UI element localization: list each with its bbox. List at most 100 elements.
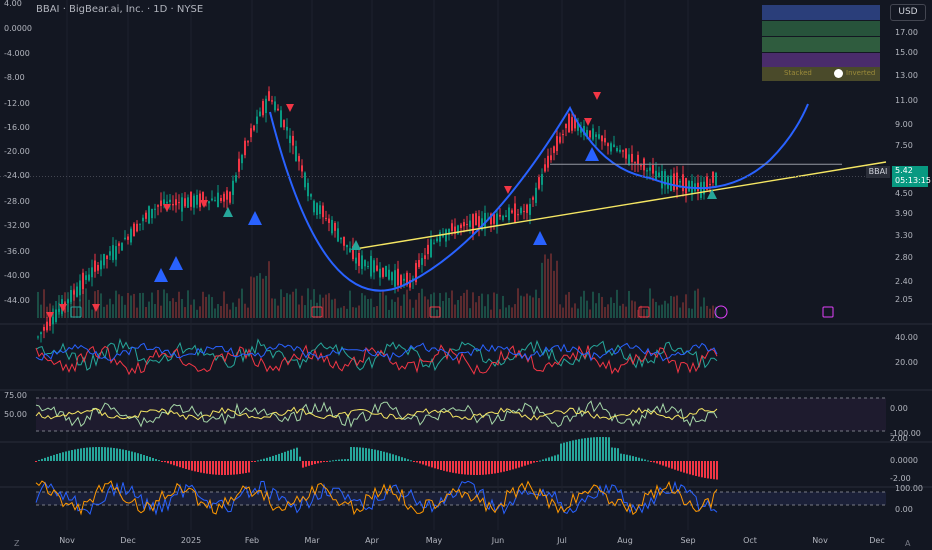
volume-bar <box>157 290 159 318</box>
sell-signal-marker <box>593 92 601 100</box>
macd-histogram-bar <box>176 461 178 467</box>
macd-histogram-bar <box>551 456 553 461</box>
candle-body <box>472 214 474 235</box>
volume-bar <box>451 290 453 318</box>
macd-histogram-bar <box>335 459 337 461</box>
volume-bar <box>514 304 516 318</box>
candle-body <box>145 212 147 219</box>
auto-scale-button[interactable]: A <box>905 539 911 548</box>
currency-button[interactable]: USD <box>890 4 926 21</box>
candle-body <box>73 290 75 295</box>
macd-histogram-bar <box>437 461 439 470</box>
volume-bar <box>91 309 93 318</box>
candle-body <box>382 267 384 277</box>
candle-body <box>442 234 444 237</box>
macd-histogram-bar <box>71 450 73 461</box>
candle-body <box>217 192 219 208</box>
macd-histogram-bar <box>542 459 544 461</box>
volume-bar <box>583 290 585 318</box>
last-price-tag: 5.42 05:13:15 <box>892 166 931 187</box>
macd-histogram-bar <box>584 438 586 461</box>
macd-histogram-bar <box>332 460 334 462</box>
macd-histogram-bar <box>197 461 199 473</box>
candle-body <box>328 218 330 223</box>
candle-body <box>154 208 156 210</box>
volume-bar <box>196 309 198 318</box>
candle-body <box>88 274 90 281</box>
sell-signal-marker <box>163 204 171 212</box>
candle-body <box>664 171 666 186</box>
zoom-button[interactable]: Z <box>14 539 20 548</box>
right-axis-label: 2.40 <box>895 277 913 286</box>
macd-histogram-bar <box>173 461 175 466</box>
volume-bar <box>340 307 342 318</box>
bar-countdown: 05:13:15 <box>895 176 931 185</box>
macd-histogram-bar <box>566 441 568 461</box>
macd-histogram-bar <box>329 460 331 462</box>
volume-bar <box>595 303 597 318</box>
legend-toggle[interactable]: Stacked Inverted <box>762 67 880 81</box>
x-axis-label: Nov <box>59 536 75 545</box>
candle-body <box>91 267 93 278</box>
volume-bar <box>487 294 489 318</box>
volume-bar <box>235 306 237 318</box>
candle-body <box>226 190 228 200</box>
candle-body <box>430 239 432 258</box>
candle-body <box>628 154 630 165</box>
candle-body <box>190 191 192 207</box>
buy-signal-marker <box>223 207 233 217</box>
volume-bar <box>547 258 549 318</box>
macd-histogram-bar <box>578 439 580 461</box>
volume-bar <box>664 300 666 318</box>
macd-histogram-bar <box>194 461 196 472</box>
macd-histogram-bar <box>500 461 502 473</box>
macd-histogram-bar <box>386 452 388 461</box>
macd-histogram-bar <box>371 449 373 461</box>
macd-histogram-bar <box>206 461 208 474</box>
macd-histogram-bar <box>704 461 706 478</box>
volume-bar <box>700 306 702 318</box>
macd-histogram-bar <box>482 461 484 475</box>
macd-histogram-bar <box>650 461 652 462</box>
toggle-knob[interactable] <box>834 69 843 78</box>
macd-histogram-bar <box>395 455 397 461</box>
x-axis-label: Oct <box>743 536 757 545</box>
candle-body <box>523 211 525 213</box>
macd-histogram-bar <box>35 461 37 462</box>
candle-body <box>679 181 681 183</box>
candle-body <box>292 135 294 146</box>
macd-histogram-bar <box>128 450 130 461</box>
macd-histogram-bar <box>563 442 565 461</box>
volume-bar <box>349 290 351 318</box>
macd-histogram-bar <box>281 452 283 461</box>
volume-bar <box>211 297 213 318</box>
volume-bar <box>499 309 501 318</box>
legend-color-box <box>762 5 880 82</box>
volume-bar <box>352 307 354 318</box>
volume-bar <box>181 298 183 318</box>
macd-histogram-bar <box>368 448 370 461</box>
macd-histogram-bar <box>296 447 298 461</box>
osc-axis-label: 100.00 <box>895 484 923 493</box>
macd-histogram-bar <box>641 458 643 461</box>
macd-histogram-bar <box>377 450 379 461</box>
volume-bar <box>43 289 45 318</box>
candle-body <box>265 98 267 114</box>
candle-body <box>667 176 669 189</box>
volume-bar <box>421 288 423 318</box>
volume-bar <box>631 300 633 318</box>
macd-histogram-bar <box>122 449 124 461</box>
macd-histogram-bar <box>113 447 115 461</box>
candle-body <box>352 246 354 260</box>
volume-bar <box>460 295 462 318</box>
candle-body <box>136 223 138 232</box>
candle-body <box>409 280 411 288</box>
volume-bar <box>697 288 699 318</box>
legend-band <box>762 37 880 52</box>
macd-histogram-bar <box>158 460 160 462</box>
macd-histogram-bar <box>605 437 607 461</box>
volume-bar <box>517 288 519 318</box>
volume-bar <box>298 304 300 318</box>
macd-histogram-bar <box>530 461 532 464</box>
